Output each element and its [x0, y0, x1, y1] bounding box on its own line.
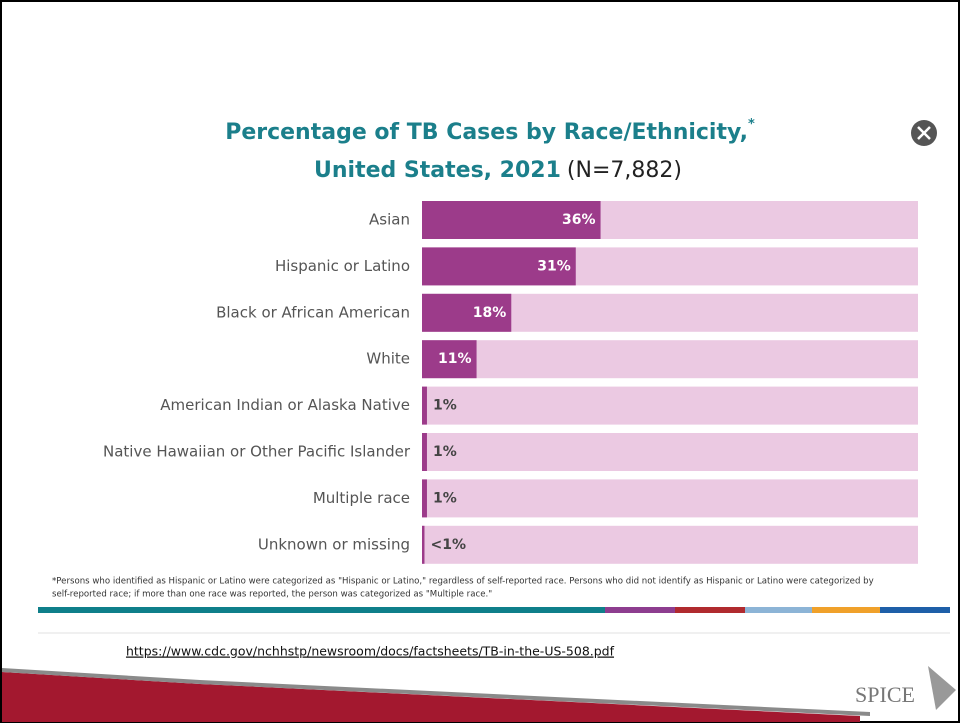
bar [422, 386, 427, 425]
close-button[interactable] [911, 120, 937, 146]
value-label: 11% [438, 351, 472, 367]
bar-background [422, 479, 918, 518]
category-label: Native Hawaiian or Other Pacific Islande… [103, 443, 411, 461]
value-label: 18% [473, 305, 507, 321]
value-label: 1% [433, 398, 457, 414]
bar-background [422, 525, 918, 564]
value-label: 1% [433, 444, 457, 460]
bar-background [422, 386, 918, 425]
category-label: Asian [369, 211, 410, 229]
source-link[interactable]: https://www.cdc.gov/nchhstp/newsroom/doc… [126, 644, 615, 659]
category-label: American Indian or Alaska Native [160, 396, 410, 414]
footer-band [2, 668, 870, 722]
bar [422, 247, 576, 286]
logo-text: SPICE [855, 682, 915, 707]
value-label: 36% [562, 212, 596, 228]
bar [422, 293, 512, 332]
value-label: 31% [537, 258, 571, 274]
title-line2: United States, 2021 [314, 158, 561, 183]
bar-background [422, 340, 918, 379]
title-text: Percentage of TB Cases by Race/Ethnicity… [225, 120, 748, 145]
bar [422, 433, 427, 471]
bar [422, 340, 477, 379]
value-label: <1% [430, 537, 466, 553]
category-label: Black or African American [216, 303, 410, 321]
footnote-line2: self-reported race; if more than one rac… [52, 590, 492, 600]
bar [422, 201, 601, 239]
bars: Asian 36% Hispanic or Latino 31% Black or Af… [103, 201, 918, 564]
bar [422, 479, 427, 518]
chart-title: Percentage of TB Cases by Race/Ethnicity… [225, 117, 755, 146]
subtitle: (N=7,882) [567, 158, 682, 183]
footnote: *Persons who identified as Hispanic or L… [52, 577, 874, 587]
category-label: Hispanic or Latino [275, 257, 410, 275]
bar-background [422, 433, 918, 471]
bar [422, 525, 425, 564]
category-label: White [366, 350, 410, 368]
logo-mark [928, 666, 956, 710]
value-label: 1% [433, 490, 457, 506]
color-strip [38, 607, 950, 613]
chart-title-line2: United States, 2021 (N=7,882) [314, 158, 682, 183]
title-marker: * [748, 117, 755, 132]
category-label: Unknown or missing [258, 535, 410, 553]
category-label: Multiple race [313, 489, 410, 507]
